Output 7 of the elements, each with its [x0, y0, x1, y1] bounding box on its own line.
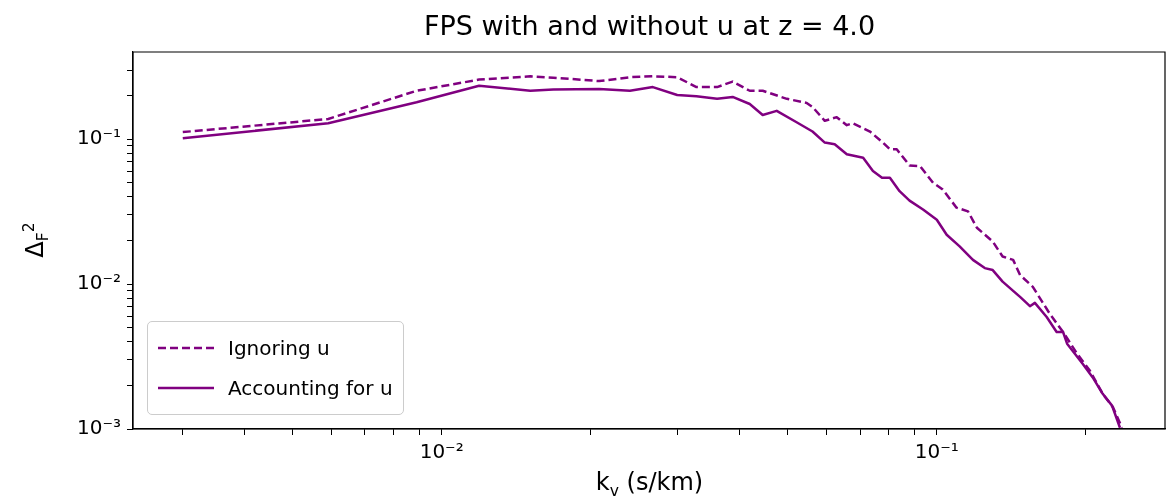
chart-title: FPS with and without u at z = 4.0	[422, 10, 877, 41]
y-tick-label: 10⁻³	[76, 415, 121, 440]
y-tick-label: 10⁻¹	[76, 125, 121, 150]
legend-label: Ignoring u	[228, 336, 330, 360]
legend-label: Accounting for u	[228, 376, 393, 400]
x-axis-title: k$_{v}$ (s/km)	[594, 468, 705, 500]
y-tick-label: 10⁻²	[76, 270, 121, 295]
